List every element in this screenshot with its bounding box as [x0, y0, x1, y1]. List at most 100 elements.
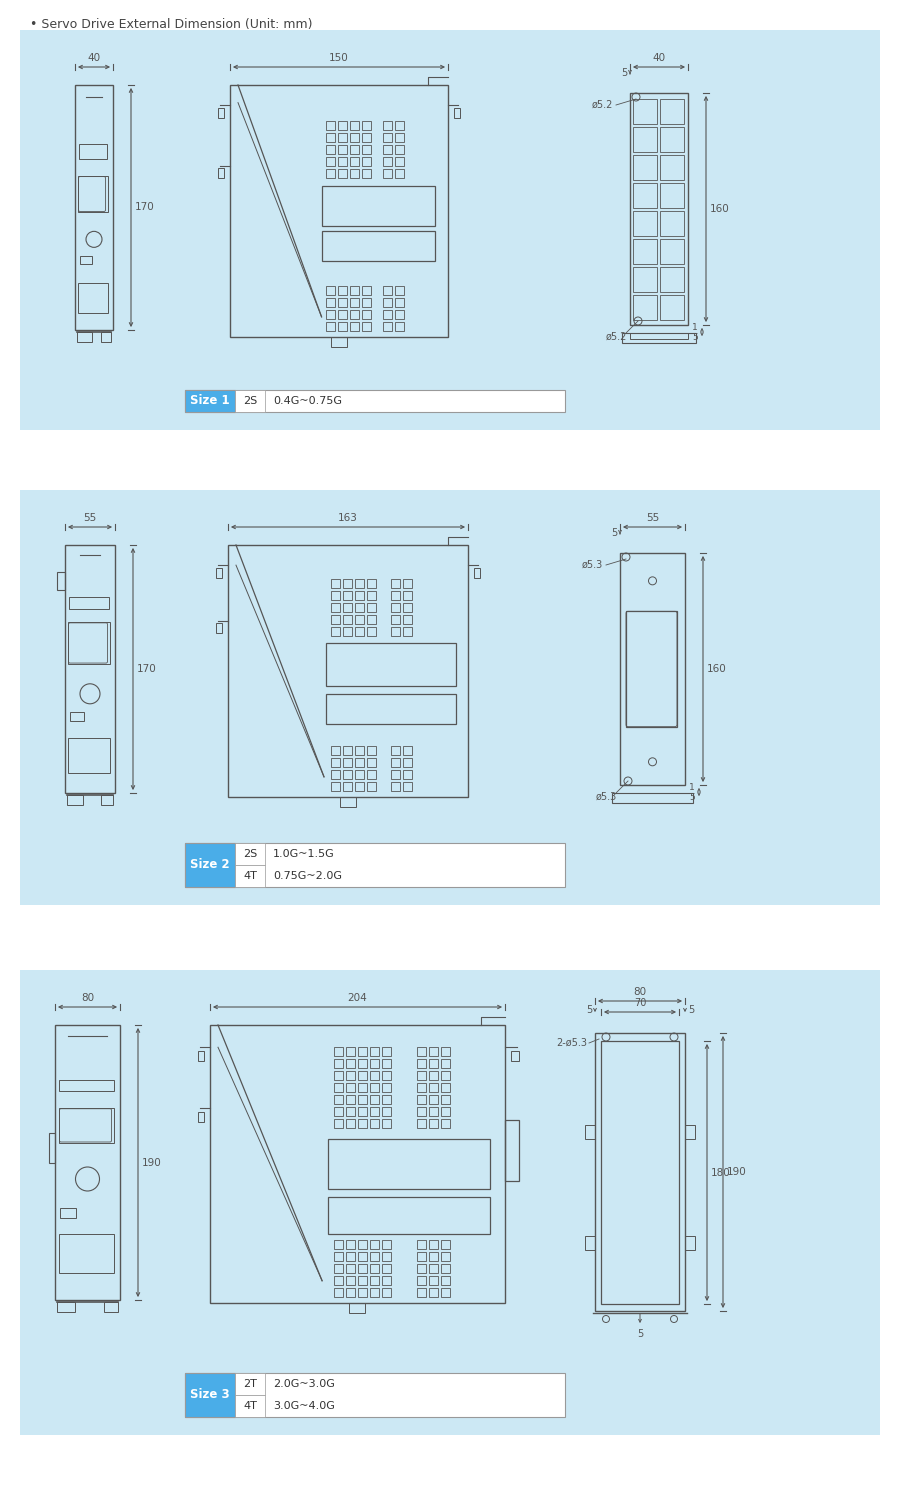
Bar: [394, 286, 403, 294]
Bar: [334, 1276, 343, 1285]
Bar: [403, 626, 412, 636]
Bar: [685, 1124, 695, 1139]
Bar: [660, 239, 684, 263]
Bar: [331, 602, 340, 611]
Bar: [343, 602, 352, 611]
Bar: [356, 614, 364, 623]
Text: ø5.2: ø5.2: [591, 100, 613, 110]
Bar: [612, 793, 693, 803]
Bar: [417, 1264, 426, 1273]
Bar: [57, 1303, 75, 1312]
Bar: [362, 170, 371, 178]
Text: 2.0G~3.0G: 2.0G~3.0G: [273, 1378, 335, 1389]
Bar: [328, 1197, 490, 1234]
Text: 55: 55: [84, 513, 96, 523]
Bar: [346, 1118, 355, 1127]
Bar: [327, 644, 456, 686]
Bar: [68, 622, 110, 665]
Bar: [417, 1071, 426, 1080]
Bar: [343, 770, 352, 779]
Bar: [620, 553, 685, 785]
Bar: [78, 175, 108, 213]
Bar: [331, 614, 340, 623]
Bar: [358, 1106, 367, 1115]
Bar: [362, 309, 371, 320]
Bar: [394, 146, 403, 155]
Bar: [367, 578, 376, 587]
Text: 2T: 2T: [243, 1378, 256, 1389]
Bar: [660, 183, 684, 208]
Text: • Servo Drive External Dimension (Unit: mm): • Servo Drive External Dimension (Unit: …: [30, 18, 312, 31]
Bar: [367, 782, 376, 791]
Bar: [326, 286, 335, 294]
Text: 160: 160: [710, 204, 730, 214]
Bar: [326, 134, 335, 143]
Bar: [185, 1373, 235, 1417]
Bar: [356, 770, 364, 779]
Bar: [350, 309, 359, 320]
Text: 160: 160: [707, 665, 727, 674]
Bar: [334, 1059, 343, 1068]
Bar: [346, 1252, 355, 1261]
Text: 5: 5: [637, 1329, 643, 1338]
Bar: [392, 602, 400, 611]
Bar: [321, 230, 435, 262]
Bar: [235, 1373, 265, 1395]
Bar: [349, 1303, 365, 1313]
Bar: [474, 568, 480, 578]
Text: 40: 40: [652, 54, 666, 62]
Bar: [331, 770, 340, 779]
Bar: [367, 626, 376, 636]
Bar: [505, 1120, 519, 1181]
Bar: [358, 1264, 367, 1273]
Text: 0.4G~0.75G: 0.4G~0.75G: [273, 396, 342, 406]
Bar: [362, 297, 371, 306]
Bar: [394, 134, 403, 143]
Bar: [55, 1025, 120, 1300]
Bar: [440, 1276, 449, 1285]
Bar: [394, 323, 403, 332]
Bar: [198, 1051, 204, 1062]
Bar: [428, 1083, 437, 1091]
Bar: [370, 1288, 379, 1297]
Bar: [394, 122, 403, 131]
Bar: [382, 1047, 391, 1056]
Bar: [358, 1047, 367, 1056]
Bar: [334, 1083, 343, 1091]
Bar: [370, 1252, 379, 1261]
Bar: [346, 1276, 355, 1285]
Bar: [367, 602, 376, 611]
Bar: [440, 1071, 449, 1080]
Bar: [392, 782, 400, 791]
Bar: [346, 1240, 355, 1249]
Bar: [440, 1264, 449, 1273]
Bar: [633, 183, 657, 208]
Bar: [218, 107, 224, 117]
Text: 80: 80: [81, 993, 94, 1004]
Bar: [77, 332, 92, 342]
Bar: [358, 1118, 367, 1127]
Bar: [440, 1288, 449, 1297]
Bar: [382, 297, 392, 306]
Bar: [340, 797, 356, 807]
Text: 150: 150: [329, 54, 349, 62]
Text: 180: 180: [711, 1167, 731, 1178]
Text: 3.0G~4.0G: 3.0G~4.0G: [273, 1401, 335, 1411]
Bar: [350, 158, 359, 167]
Bar: [595, 1033, 685, 1312]
Bar: [440, 1059, 449, 1068]
Bar: [403, 602, 412, 611]
Bar: [382, 286, 392, 294]
Bar: [326, 146, 335, 155]
Bar: [403, 614, 412, 623]
Bar: [216, 568, 222, 578]
Bar: [370, 1106, 379, 1115]
Text: ø5.3: ø5.3: [581, 561, 603, 570]
Bar: [326, 158, 335, 167]
Bar: [334, 1047, 343, 1056]
Bar: [633, 294, 657, 320]
Bar: [358, 1071, 367, 1080]
Text: 2S: 2S: [243, 849, 257, 859]
Bar: [356, 782, 364, 791]
Bar: [358, 1083, 367, 1091]
